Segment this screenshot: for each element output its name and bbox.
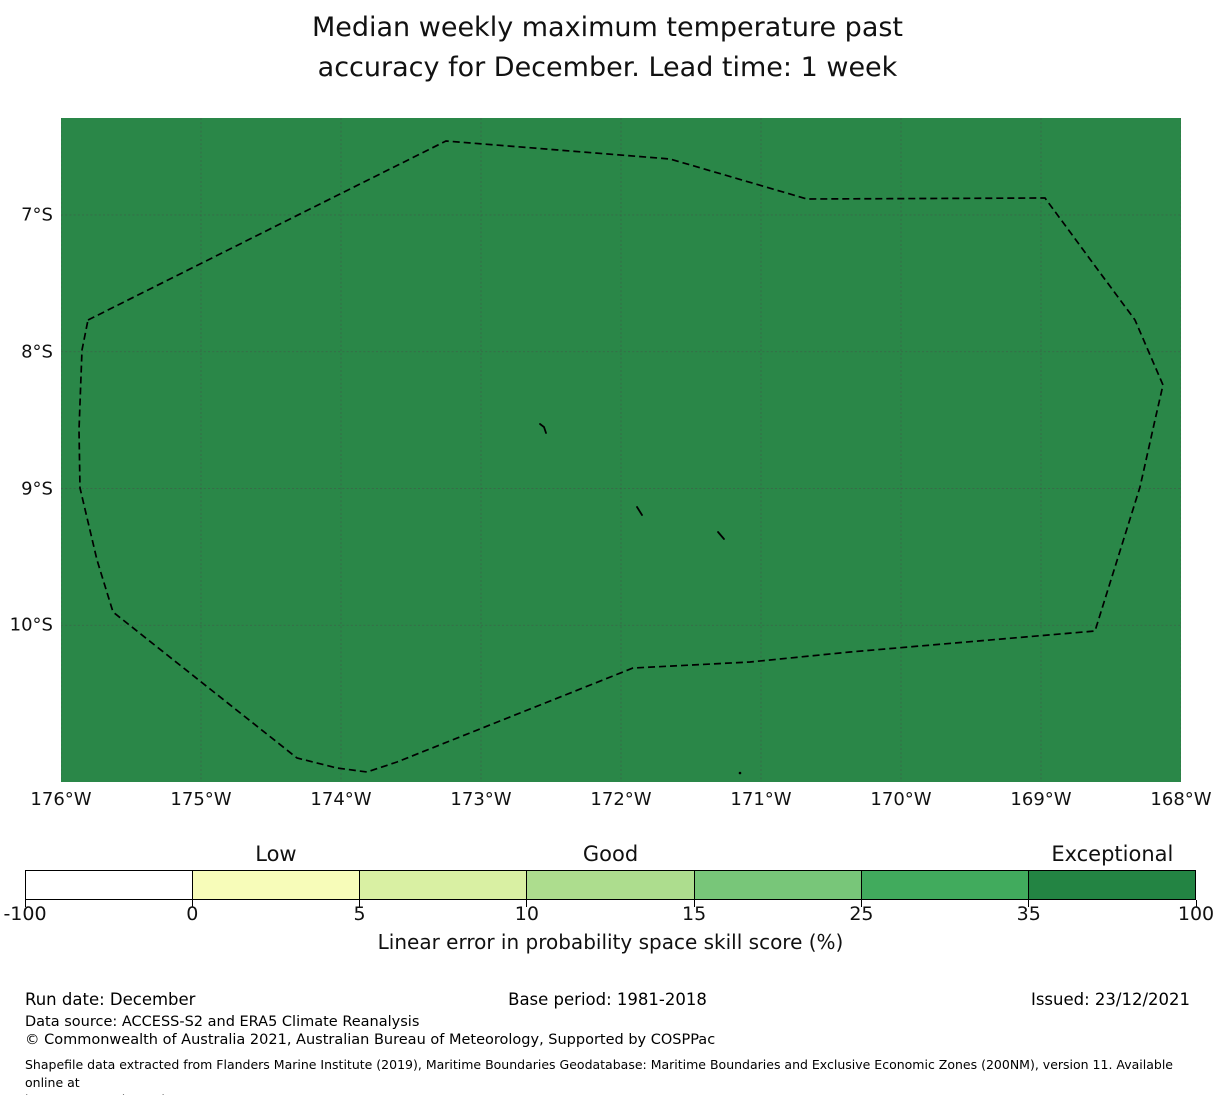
- lat-tick-label: 7°S: [21, 204, 53, 226]
- lon-tick-label: 170°W: [870, 789, 932, 810]
- lon-tick-label: 176°W: [30, 789, 92, 810]
- colorbar-tick: [191, 900, 193, 907]
- colorbar-tick: [1028, 900, 1030, 907]
- lon-tick-label: 173°W: [450, 789, 512, 810]
- colorbar-tick-label: 35: [1016, 903, 1041, 925]
- colorbar-tick: [24, 900, 26, 907]
- colorbar-tick-label: 0: [186, 903, 199, 925]
- colorbar-tick: [860, 900, 862, 907]
- chart-title-line2: accuracy for December. Lead time: 1 week: [317, 52, 898, 83]
- data-source-text: Data source: ACCESS-S2 and ERA5 Climate …: [25, 1014, 420, 1030]
- colorbar-tick-label: -100: [3, 903, 47, 925]
- colorbar: Low Good Exceptional -100 0 5 10 15 25 35 100 Lin…: [3, 842, 1214, 967]
- colorbar-bar: [25, 870, 1196, 900]
- lon-tick-label: 171°W: [730, 789, 792, 810]
- island-mark: [539, 423, 547, 434]
- island-mark: [636, 506, 643, 516]
- island-mark: [717, 531, 725, 540]
- lon-tick-label: 168°W: [1150, 789, 1212, 810]
- colorbar-segment: [1028, 871, 1195, 899]
- colorbar-tick-label: 5: [353, 903, 366, 925]
- colorbar-zone-label: Low: [255, 842, 297, 866]
- eez-region-fill: [61, 118, 1181, 782]
- lon-tick-label: 172°W: [590, 789, 652, 810]
- chart-title-line1: Median weekly maximum temperature past: [311, 12, 904, 43]
- colorbar-tick-label: 10: [514, 903, 539, 925]
- chart-title: Median weekly maximum temperature past a…: [0, 8, 1215, 88]
- colorbar-segment: [861, 871, 1029, 899]
- shapefile-note-text: Shapefile data extracted from Flanders M…: [25, 1057, 1173, 1095]
- lon-tick-label: 169°W: [1010, 789, 1072, 810]
- colorbar-segment: [694, 871, 862, 899]
- colorbar-segment: [193, 871, 361, 899]
- run-date-text: Run date: December: [25, 990, 196, 1009]
- lat-tick-label: 8°S: [21, 341, 53, 363]
- colorbar-segment: [360, 871, 528, 899]
- lat-axis: 7°S 8°S 9°S 10°S: [0, 118, 53, 782]
- colorbar-segment: [26, 871, 194, 899]
- colorbar-tick-label: 25: [849, 903, 874, 925]
- colorbar-tick: [359, 900, 361, 907]
- lat-tick-label: 10°S: [9, 614, 53, 636]
- issued-date-text: Issued: 23/12/2021: [1030, 990, 1190, 1009]
- lon-tick-label: 174°W: [310, 789, 372, 810]
- base-period-text: Base period: 1981-2018: [508, 990, 707, 1009]
- lon-tick-label: 175°W: [170, 789, 232, 810]
- colorbar-zone-label: Good: [582, 842, 639, 866]
- colorbar-axis-label: Linear error in probability space skill …: [377, 930, 844, 954]
- colorbar-tick: [526, 900, 528, 907]
- map-canvas: [61, 118, 1181, 782]
- colorbar-tick-label: 100: [1177, 903, 1215, 925]
- colorbar-tick: [693, 900, 695, 907]
- lat-tick-label: 9°S: [21, 478, 53, 499]
- copyright-text: © Commonwealth of Australia 2021, Austra…: [25, 1032, 716, 1048]
- colorbar-segment: [527, 871, 695, 899]
- island-dot: [738, 771, 742, 775]
- colorbar-tick-label: 15: [682, 903, 707, 925]
- colorbar-zone-label: Exceptional: [1051, 842, 1174, 866]
- lon-axis: 176°W 175°W 174°W 173°W 172°W 171°W 170°W 169°W…: [30, 789, 1211, 813]
- map-plot: [61, 118, 1181, 782]
- colorbar-tick: [1195, 900, 1197, 907]
